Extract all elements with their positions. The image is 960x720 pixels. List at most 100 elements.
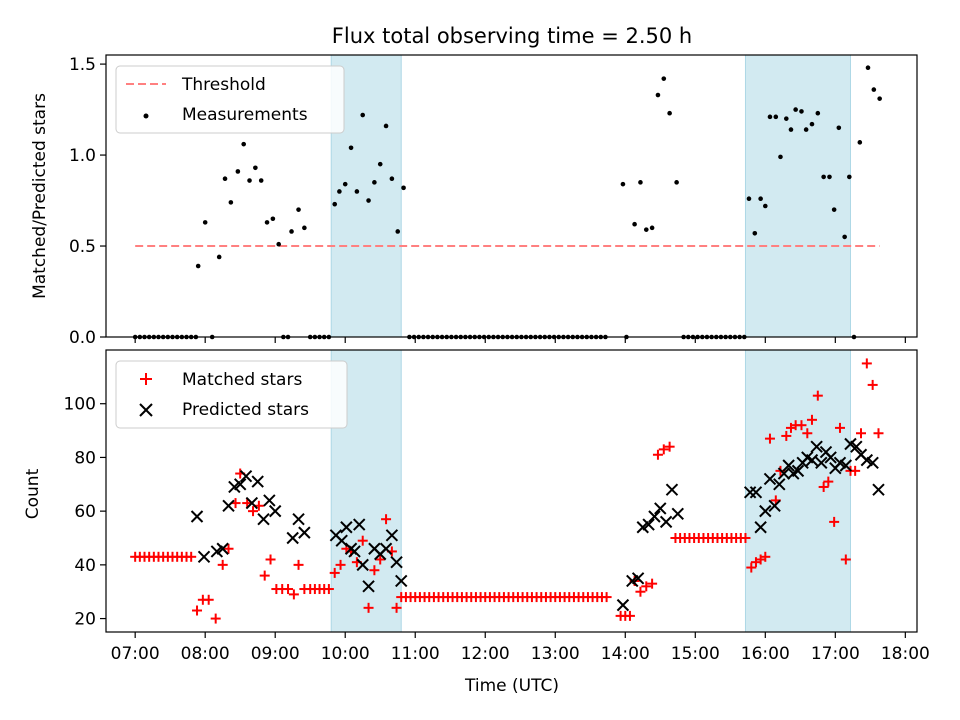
measurement-point [289,229,294,234]
predicted-star-point [263,494,276,507]
matched-star-point [369,565,380,576]
measurement-point [302,225,307,231]
measurement-point [366,198,371,203]
predicted-star-point [671,507,684,521]
shaded-interval [744,54,851,338]
measurement-point [836,125,842,131]
predicted-star-point [805,453,819,467]
measurement-point [655,92,661,98]
measurement-point [264,220,270,225]
predicted-star-point [659,515,673,529]
predicted-star-point [773,478,786,491]
bottom-legend: Matched stars Predicted stars [115,360,348,429]
legend-matched-swatch [140,373,152,385]
bottom-x-tick-label: 14:00 [601,644,650,664]
predicted-star-point [850,440,863,453]
matched-star-point [217,559,228,570]
matched-star-point [740,533,751,543]
matched-star-point [641,581,652,592]
predicted-star-point [216,542,229,555]
predicted-star-point [665,483,679,496]
measurement-point [649,225,655,231]
matched-star-point [223,543,234,554]
measurement-point [763,203,768,209]
measurement-point [661,76,667,81]
bottom-x-tick-label: 17:00 [811,644,860,664]
bottom-y-axis-label: Count [23,468,43,519]
measurement-point [216,254,222,260]
predicted-star-point [768,499,781,512]
measurement-point [241,141,246,147]
measurement-point [827,174,832,180]
matched-star-point [746,562,757,573]
measurement-point [228,200,234,205]
measurement-point [821,174,826,180]
matched-star-point [323,584,334,595]
matched-star-point [375,554,386,565]
measurement-point [360,112,366,118]
predicted-star-point [654,502,667,515]
predicted-star-point [245,496,259,510]
measurement-point [235,169,241,174]
measurement-point [815,110,821,116]
matched-star-point [806,414,817,425]
measurement-point [620,181,626,187]
matched-star-point [293,559,304,570]
predicted-star-point [782,459,795,472]
predicted-star-point [190,510,204,523]
measurement-point [348,145,354,151]
measurement-point [632,221,637,227]
matched-star-point [624,610,635,621]
measurement-point [643,227,649,232]
bottom-panel: 20 40 60 80 100 07:00 08:00 09:00 10:00 11:00 12:… [23,349,930,696]
predicted-star-point [268,504,282,518]
predicted-star-point [743,486,757,499]
measurement-point [667,110,672,116]
measurement-point [773,114,779,120]
matched-star-point [764,433,775,444]
matched-star-point [288,589,299,600]
measurement-point [222,176,228,182]
measurement-point [758,196,763,202]
measurement-point [674,180,679,185]
measurement-point [401,185,406,191]
measurement-point [372,180,377,185]
predicted-star-point [759,504,772,518]
bottom-y-tick-label: 40 [74,556,96,576]
matched-star-point [867,379,878,390]
matched-star-point [335,559,346,570]
top-y-tick-label: 0.0 [69,328,96,348]
matched-star-point [840,554,851,565]
predicted-star-point [292,512,305,526]
matched-star-point [203,594,214,605]
predicted-star-point [754,521,767,534]
matched-star-point [818,481,829,492]
predicted-star-point [791,464,805,478]
bottom-x-tick-label: 15:00 [671,644,720,664]
bottom-x-axis-label: Time (UTC) [464,676,559,696]
legend-threshold-label: Threshold [181,75,266,95]
legend-measurements-label: Measurements [182,105,308,125]
top-y-tick-label: 1.5 [69,55,96,75]
bottom-x-tick-label: 12:00 [461,644,510,664]
measurement-point [395,229,401,234]
bottom-y-ticks: 20 40 60 80 100 [64,395,106,630]
measurement-point [276,241,282,247]
measurement-point [865,65,871,71]
predicted-star-point [385,529,399,542]
matched-star-point [210,613,221,624]
predicted-star-point [222,499,235,512]
bottom-legend-box [115,360,348,429]
bottom-x-tick-label: 07:00 [111,644,160,664]
bottom-predicted-points [190,437,885,612]
predicted-star-point [340,521,353,534]
matched-star-point [357,535,368,546]
predicted-star-point [872,483,885,496]
measurement-point [337,189,342,194]
measurement-point [784,116,789,121]
measurement-point [195,263,201,269]
matched-star-point [760,551,771,562]
predicted-star-point [251,475,264,488]
measurement-point [778,154,783,160]
